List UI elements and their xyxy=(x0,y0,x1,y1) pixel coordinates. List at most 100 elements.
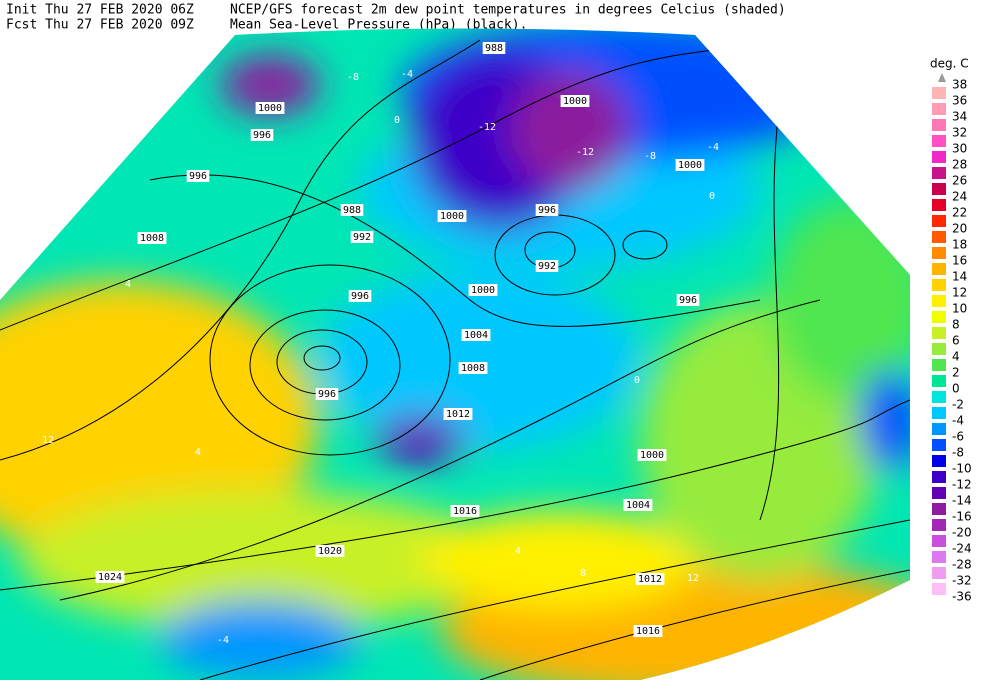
isobar-label: 1008 xyxy=(140,233,164,244)
legend-label: -4 xyxy=(952,414,964,428)
legend-label: -24 xyxy=(952,542,972,556)
legend-unit: deg. C xyxy=(930,57,969,71)
isobar-label: 1004 xyxy=(626,500,650,511)
legend-swatch xyxy=(932,471,946,483)
isobar-label-bg xyxy=(676,294,700,306)
isobar-label-bg xyxy=(443,408,473,420)
legend-label: 4 xyxy=(952,350,960,364)
legend-label: 32 xyxy=(952,126,967,140)
forecast-time: Fcst Thu 27 FEB 2020 09Z xyxy=(6,18,194,33)
legend-swatch xyxy=(932,439,946,451)
legend-swatch xyxy=(932,455,946,467)
dewpoint-label: -8 xyxy=(347,72,359,83)
legend-swatch xyxy=(932,423,946,435)
isobar-label-bg xyxy=(350,231,374,243)
isobar-label: 1012 xyxy=(446,409,470,420)
isobar-label: 992 xyxy=(353,232,371,243)
isobar-label-bg xyxy=(535,260,559,272)
dewpoint-label: 0 xyxy=(394,115,400,126)
legend-swatch xyxy=(932,487,946,499)
legend-label: -28 xyxy=(952,558,972,572)
isobar-label-bg xyxy=(461,329,491,341)
legend-label: 14 xyxy=(952,270,967,284)
legend-swatch xyxy=(932,519,946,531)
init-time: Init Thu 27 FEB 2020 06Z xyxy=(6,3,194,18)
isobar-label: 1020 xyxy=(318,546,342,557)
legend-swatch xyxy=(932,567,946,579)
legend-label: 16 xyxy=(952,254,967,268)
legend-swatch xyxy=(932,215,946,227)
dewpoint-label: 12 xyxy=(42,435,54,446)
dewpoint-label: 8 xyxy=(580,568,586,579)
legend-label: -20 xyxy=(952,526,972,540)
legend-label: 30 xyxy=(952,142,967,156)
legend-swatch xyxy=(932,263,946,275)
legend-label: 24 xyxy=(952,190,967,204)
legend-swatch xyxy=(932,247,946,259)
legend-swatch xyxy=(932,231,946,243)
legend-swatch xyxy=(932,183,946,195)
legend-swatch xyxy=(932,359,946,371)
isobar-label-bg xyxy=(315,388,339,400)
isobar-label-bg xyxy=(635,573,665,585)
legend: deg. C 383634323028262422201816141210864… xyxy=(930,57,972,604)
legend-label: 18 xyxy=(952,238,967,252)
legend-label: -36 xyxy=(952,590,972,604)
isobar-label-bg xyxy=(437,210,467,222)
dewpoint-label: 4 xyxy=(515,546,521,557)
legend-label: -16 xyxy=(952,510,972,524)
isobar-label-bg xyxy=(458,362,488,374)
dewpoint-label: -4 xyxy=(401,69,413,80)
legend-label: 12 xyxy=(952,286,967,300)
legend-swatch xyxy=(932,535,946,547)
isobar-label: 1000 xyxy=(640,450,664,461)
isobar-label: 1000 xyxy=(258,103,282,114)
isobar-label-bg xyxy=(315,545,345,557)
legend-label: -8 xyxy=(952,446,964,460)
dewpoint-label: -4 xyxy=(707,142,719,153)
dewpoint-label: 0 xyxy=(709,191,715,202)
legend-label: -2 xyxy=(952,398,964,412)
legend-swatch xyxy=(932,295,946,307)
isobar-label: 1012 xyxy=(638,574,662,585)
isobar-label-bg xyxy=(560,95,590,107)
isobar-label: 988 xyxy=(343,205,361,216)
dewpoint-label: -4 xyxy=(217,635,229,646)
isobar-label: 1000 xyxy=(440,211,464,222)
legend-swatch xyxy=(932,167,946,179)
dewpoint-label: -12 xyxy=(576,147,594,158)
isobar-label: 1008 xyxy=(461,363,485,374)
isobar-label-bg xyxy=(637,449,667,461)
dewpoint-label: -8 xyxy=(644,151,656,162)
legend-swatch xyxy=(932,391,946,403)
legend-label: 2 xyxy=(952,366,960,380)
map-labels: 988 1000 996 996 988 992 1008 996 1000 1004 1008 99… xyxy=(42,42,719,646)
isobar-label-bg xyxy=(468,284,498,296)
isobar-label-bg xyxy=(255,102,285,114)
isobar-label: 1016 xyxy=(453,506,477,517)
legend-label: 38 xyxy=(952,78,967,92)
dewpoint-label: 12 xyxy=(687,573,699,584)
isobar-label: 992 xyxy=(538,261,556,272)
legend-label: 34 xyxy=(952,110,967,124)
isobar-label: 1016 xyxy=(636,626,660,637)
legend-swatch xyxy=(932,343,946,355)
legend-label: 36 xyxy=(952,94,967,108)
legend-label: -12 xyxy=(952,478,972,492)
legend-swatch xyxy=(932,119,946,131)
legend-swatch xyxy=(932,199,946,211)
isobar-label-bg xyxy=(348,290,372,302)
isobar-label-bg xyxy=(250,129,274,141)
legend-label: -6 xyxy=(952,430,964,444)
isobar-label-bg xyxy=(95,571,125,583)
dewpoint-label: 4 xyxy=(125,279,131,290)
legend-swatch xyxy=(932,327,946,339)
legend-label: 26 xyxy=(952,174,967,188)
isobar-label-bg xyxy=(340,204,364,216)
isobar-label: 1024 xyxy=(98,572,122,583)
legend-label: -10 xyxy=(952,462,972,476)
legend-label: 10 xyxy=(952,302,967,316)
legend-label: 28 xyxy=(952,158,967,172)
isobar-label: 996 xyxy=(351,291,369,302)
